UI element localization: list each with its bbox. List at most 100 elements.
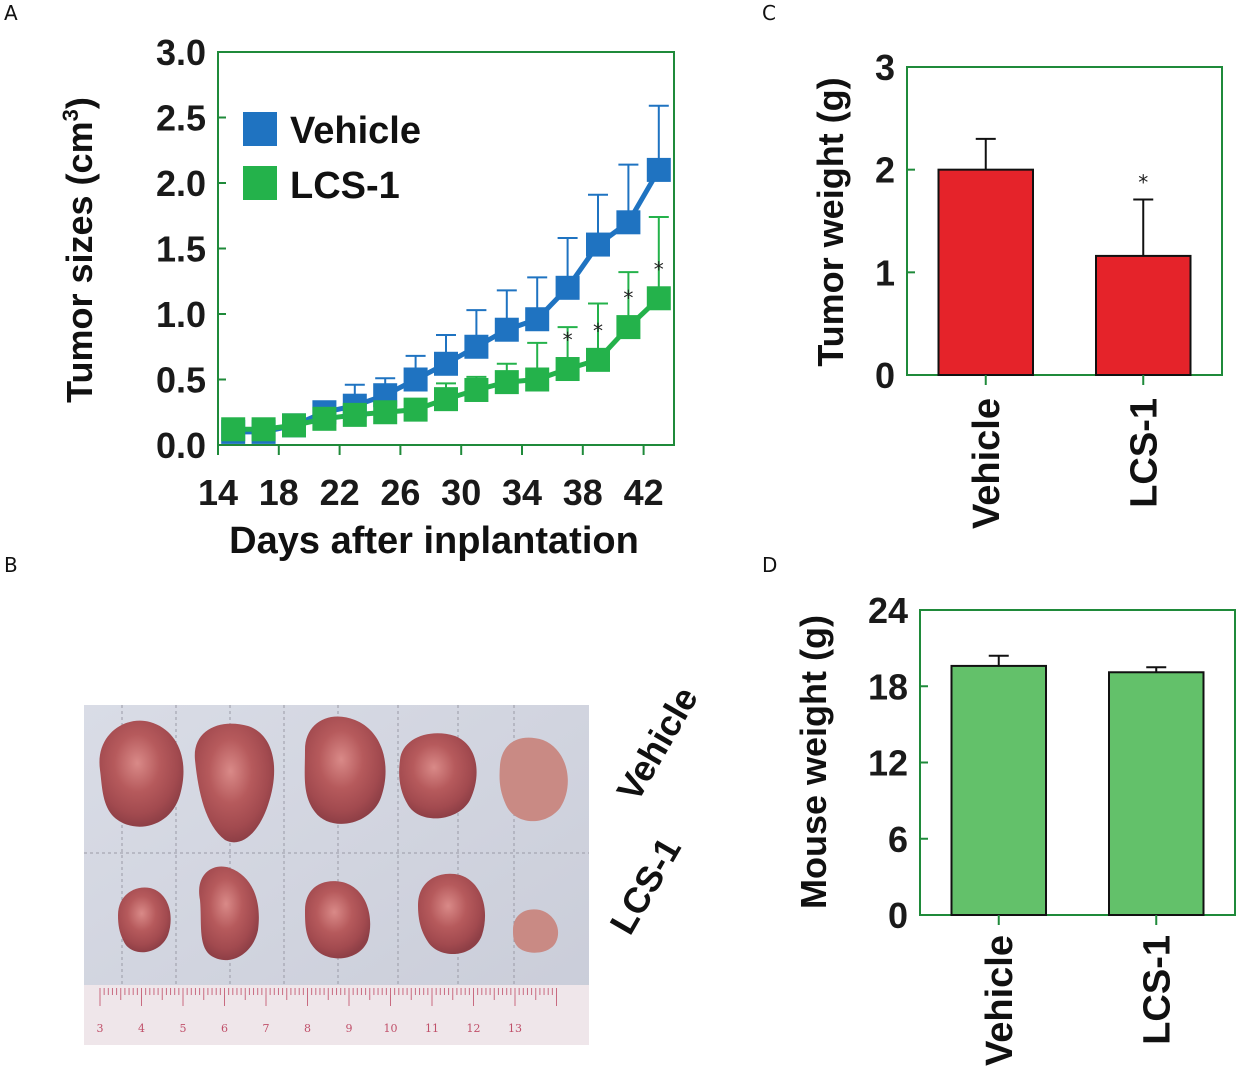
data-point-lcs1 xyxy=(373,400,398,425)
data-point-lcs1 xyxy=(251,417,276,442)
data-point-lcs1 xyxy=(312,406,337,431)
significance-star: * xyxy=(593,319,603,343)
chart-c-ytick-label: 0 xyxy=(875,355,895,396)
tumor-lcs1-1 xyxy=(118,887,171,953)
data-point-lcs1 xyxy=(525,367,550,392)
chart-c-ytick-label: 2 xyxy=(875,150,895,191)
data-point-lcs1 xyxy=(342,402,367,427)
panel-letter-c: C xyxy=(762,1,776,25)
ruler-number: 7 xyxy=(263,1022,270,1035)
chart-d-ytick-label: 0 xyxy=(888,895,908,936)
tumor-photo: 3 4 5 6 7 8 9 10 11 12 13 Vehicle LCS-1 xyxy=(84,680,706,1045)
tumor-vehicle-1 xyxy=(99,720,184,827)
ruler-number: 10 xyxy=(384,1022,398,1035)
bar-vehicle xyxy=(950,664,1047,917)
legend-vehicle-swatch xyxy=(243,112,277,146)
photo-label-vehicle: Vehicle xyxy=(608,680,706,808)
chart-d-ytick-label: 12 xyxy=(868,743,908,784)
tumor-lcs1-5 xyxy=(513,909,559,953)
line-chart-tumor-size: 0.0 0.5 1.0 1.5 2.0 2.5 3.0 14 18 22 26 30 34 38 42 *… xyxy=(58,32,675,562)
data-point-lcs1 xyxy=(403,397,428,422)
significance-star: * xyxy=(563,328,573,352)
chart-a-ytick-label: 2.5 xyxy=(156,98,206,139)
chart-d-ytick-label: 24 xyxy=(868,590,908,631)
ruler-number: 3 xyxy=(97,1022,104,1035)
chart-d-ytick-label: 6 xyxy=(888,819,908,860)
data-point-vehicle xyxy=(464,334,489,359)
data-point-lcs1 xyxy=(221,417,246,442)
chart-a-xlabel: Days after inplantation xyxy=(229,520,639,562)
significance-star: * xyxy=(1138,170,1148,194)
chart-a-xtick-label: 14 xyxy=(198,472,238,513)
chart-a-ytick-label: 1.5 xyxy=(156,229,206,270)
chart-c-ytick-label: 1 xyxy=(875,252,895,293)
significance-star: * xyxy=(623,286,633,310)
data-point-vehicle xyxy=(403,367,428,392)
chart-a-ytick-label: 3.0 xyxy=(156,32,206,73)
bar-chart-mouse-weight: 0 6 12 18 24 Vehicle LCS-1 Mouse weight (g) xyxy=(793,590,1236,1066)
bar-chart-tumor-weight: 0 1 2 3 * Vehicle LCS-1 Tumor weight (g) xyxy=(810,47,1223,529)
bar-lcs1 xyxy=(1108,671,1205,916)
photo-label-lcs1: LCS-1 xyxy=(601,830,689,941)
tumor-lcs1-3 xyxy=(305,881,371,959)
data-point-vehicle xyxy=(646,157,671,182)
data-point-lcs1 xyxy=(586,347,610,372)
data-point-lcs1 xyxy=(494,370,519,395)
data-point-vehicle xyxy=(616,210,641,235)
ruler-number: 4 xyxy=(138,1022,145,1035)
bar-lcs1 xyxy=(1095,254,1192,376)
chart-a-ytick-label: 0.0 xyxy=(156,425,206,466)
legend-lcs1-label: LCS-1 xyxy=(290,165,400,207)
chart-a-ylabel: Tumor sizes (cm3) xyxy=(58,97,100,403)
ruler-number: 11 xyxy=(425,1022,439,1035)
data-point-lcs1 xyxy=(646,286,671,311)
chart-a-xtick-label: 18 xyxy=(259,472,299,513)
category-label-vehicle: Vehicle xyxy=(979,935,1021,1066)
ruler-number: 5 xyxy=(180,1022,187,1035)
tumor-vehicle-5 xyxy=(499,737,568,822)
chart-d-ytick-label: 18 xyxy=(868,666,908,707)
data-point-vehicle xyxy=(494,317,519,342)
data-point-lcs1 xyxy=(616,315,641,340)
chart-a-xtick-label: 22 xyxy=(320,472,360,513)
ruler-number: 12 xyxy=(467,1022,481,1035)
panel-letter-b: B xyxy=(4,553,18,577)
chart-a-ytick-label: 2.0 xyxy=(156,163,206,204)
chart-a-xtick-label: 30 xyxy=(441,472,481,513)
significance-star: * xyxy=(654,257,664,281)
panel-letter-d: D xyxy=(762,553,777,577)
chart-c-ytick-label: 3 xyxy=(875,47,895,88)
chart-a-xtick-label: 38 xyxy=(563,472,603,513)
data-point-lcs1 xyxy=(282,413,306,438)
ruler-number: 13 xyxy=(508,1022,522,1035)
ruler-number: 9 xyxy=(346,1022,353,1035)
ruler-number: 6 xyxy=(221,1022,228,1035)
chart-c-ylabel: Tumor weight (g) xyxy=(810,77,851,366)
data-point-vehicle xyxy=(586,232,610,257)
panel-letter-a: A xyxy=(4,1,18,25)
chart-a-ytick-label: 0.5 xyxy=(156,360,206,401)
chart-a-ytick-label: 1.0 xyxy=(156,294,206,335)
data-point-lcs1 xyxy=(555,357,580,382)
tumor-lcs1-4 xyxy=(418,873,486,955)
tumor-vehicle-3 xyxy=(304,716,386,824)
data-point-lcs1 xyxy=(464,377,489,402)
data-point-vehicle xyxy=(555,275,580,300)
data-point-lcs1 xyxy=(434,387,458,412)
chart-a-xtick-label: 34 xyxy=(502,472,542,513)
tumor-vehicle-2 xyxy=(194,723,275,843)
category-label-lcs1: LCS-1 xyxy=(1123,398,1165,508)
category-label-lcs1: LCS-1 xyxy=(1136,935,1178,1045)
data-point-vehicle xyxy=(525,307,550,332)
chart-a-xtick-label: 42 xyxy=(624,472,664,513)
data-point-vehicle xyxy=(434,351,458,376)
legend-vehicle-label: Vehicle xyxy=(290,110,421,152)
legend-lcs1-swatch xyxy=(243,166,277,200)
chart-c-frame xyxy=(906,66,1223,376)
tumor-lcs1-2 xyxy=(199,866,259,961)
chart-a-xtick-label: 26 xyxy=(380,472,420,513)
bar-vehicle xyxy=(937,168,1034,376)
category-label-vehicle: Vehicle xyxy=(966,398,1008,529)
photo-grid xyxy=(84,705,589,985)
